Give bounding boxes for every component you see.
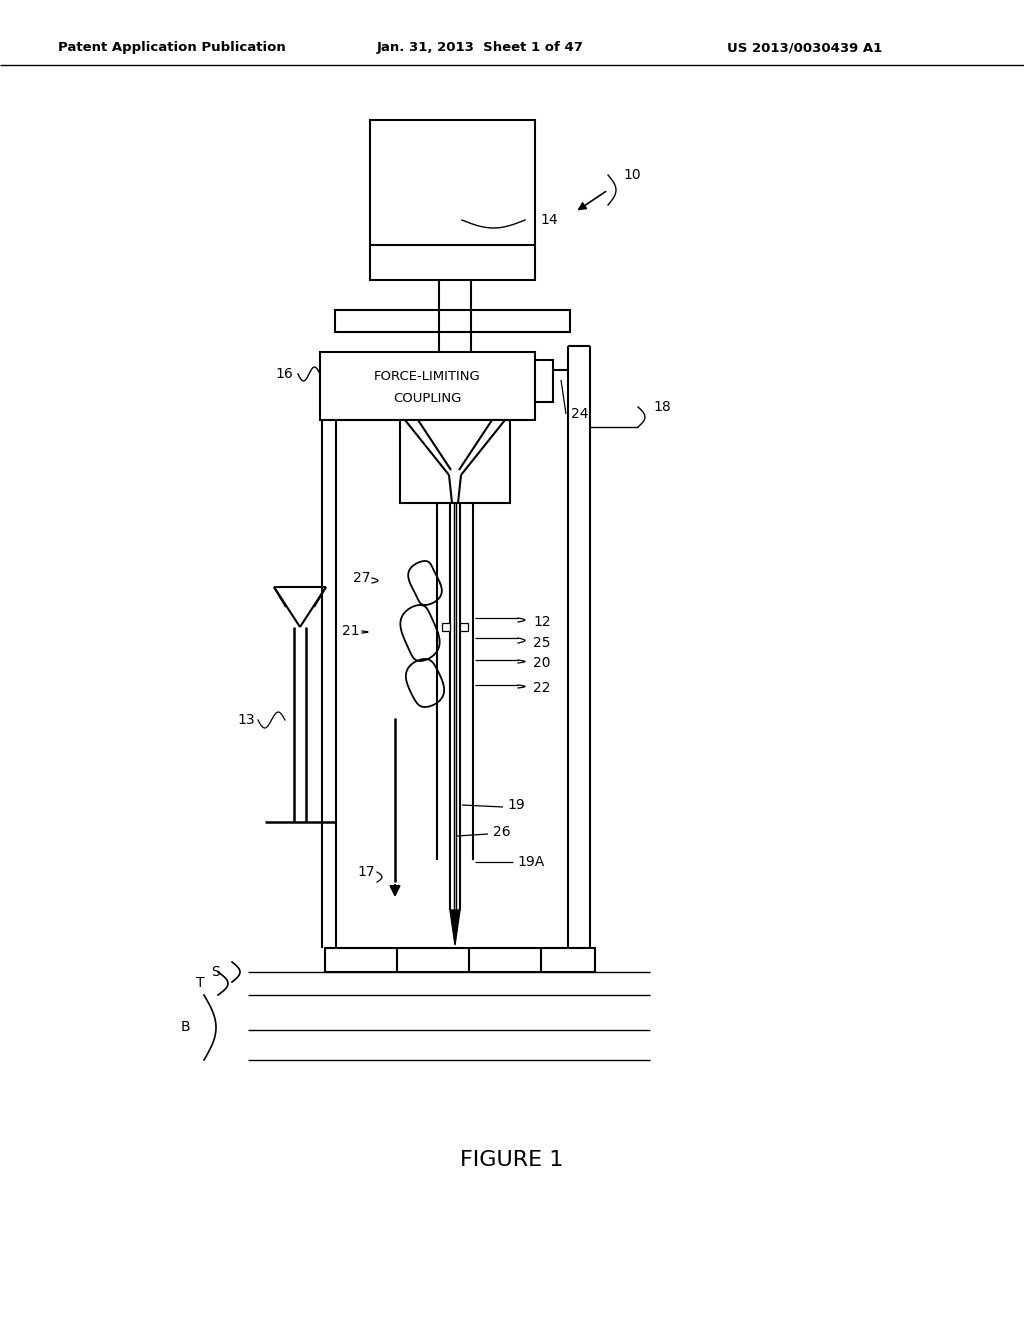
Bar (535, 360, 553, 403)
Bar (400, 420, 510, 503)
Bar (442, 623, 450, 631)
Text: COUPLING: COUPLING (393, 392, 461, 404)
Text: B: B (180, 1020, 190, 1034)
Bar (460, 623, 468, 631)
Text: 13: 13 (238, 713, 255, 727)
Text: US 2013/0030439 A1: US 2013/0030439 A1 (727, 41, 883, 54)
Text: 16: 16 (275, 367, 293, 381)
Bar (335, 310, 570, 333)
Text: 25: 25 (534, 636, 551, 649)
Text: 20: 20 (534, 656, 551, 671)
Text: 19: 19 (507, 799, 524, 812)
Text: 19A: 19A (517, 855, 544, 869)
Text: FORCE-LIMITING: FORCE-LIMITING (374, 370, 480, 383)
Text: 10: 10 (623, 168, 641, 182)
Bar (325, 948, 595, 972)
Text: 22: 22 (534, 681, 551, 696)
Text: T: T (196, 975, 204, 990)
Text: 24: 24 (571, 407, 589, 421)
Text: 17: 17 (357, 865, 375, 879)
Text: Patent Application Publication: Patent Application Publication (58, 41, 286, 54)
Bar (319, 352, 535, 420)
Polygon shape (450, 909, 460, 945)
Text: 12: 12 (534, 615, 551, 630)
Text: 14: 14 (540, 213, 558, 227)
Text: Jan. 31, 2013  Sheet 1 of 47: Jan. 31, 2013 Sheet 1 of 47 (377, 41, 584, 54)
Text: S: S (211, 965, 220, 979)
Text: FIGURE 1: FIGURE 1 (461, 1150, 563, 1170)
Text: 18: 18 (653, 400, 671, 414)
Text: 27: 27 (352, 572, 370, 585)
Text: 21: 21 (342, 624, 360, 638)
Text: 26: 26 (493, 825, 511, 840)
Bar (370, 120, 535, 280)
